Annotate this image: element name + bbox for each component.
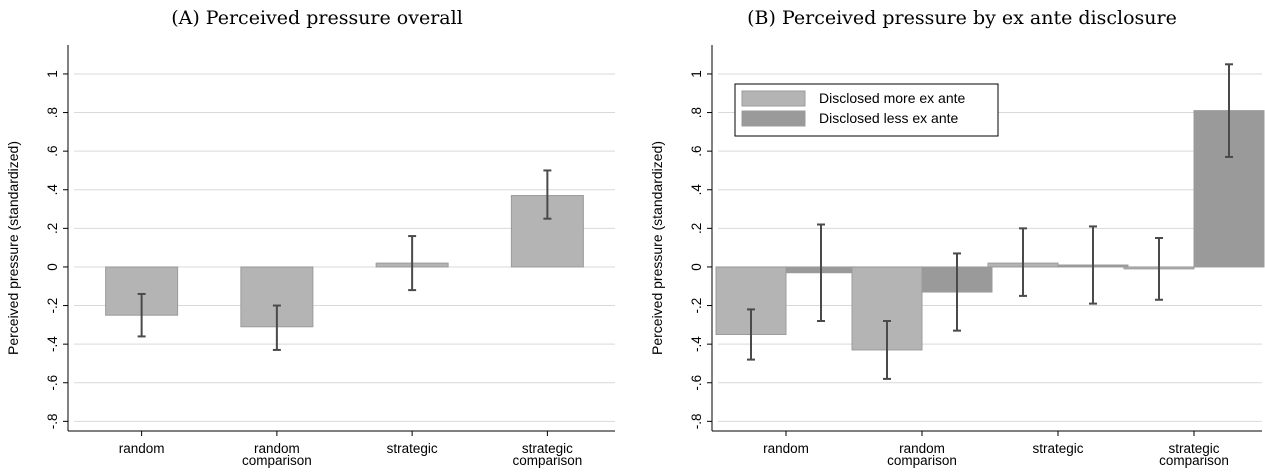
y-tick-label: -.6: [45, 375, 60, 391]
y-axis-label: Perceived pressure (standardized): [5, 141, 21, 355]
x-tick-label: random: [763, 441, 809, 456]
y-tick-label: .2: [45, 223, 60, 234]
y-tick-label: .8: [689, 107, 704, 118]
chart-title-b: (B) Perceived pressure by ex ante disclo…: [747, 7, 1177, 29]
y-tick-label: .2: [689, 223, 704, 234]
panel-a: -.8 -.6 -.4 -.2 0 .2 .4 .6 .8 1 Perceived pressure…: [5, 45, 615, 468]
legend-swatch: [741, 110, 806, 127]
x-tick-label: comparison: [512, 453, 582, 468]
y-tick-label: 0: [45, 263, 60, 271]
chart-title-a: (A) Perceived pressure overall: [171, 7, 463, 29]
panel-b: -.8 -.6 -.4 -.2 0 .2 .4 .6 .8 1 Perceived pressure…: [649, 45, 1265, 468]
y-tick-label: -.8: [689, 413, 704, 429]
x-tick-label: strategic: [1032, 441, 1083, 456]
x-tick-label: strategic: [522, 441, 573, 456]
y-tick-label: .8: [45, 107, 60, 118]
legend-label: Disclosed more ex ante: [819, 90, 966, 106]
y-tick-label: 0: [689, 263, 704, 271]
y-tick-label: 1: [689, 70, 704, 78]
y-tick-label: 1: [45, 70, 60, 78]
y-tick-label: .6: [689, 146, 704, 157]
x-tick-label: random: [254, 441, 300, 456]
legend-label: Disclosed less ex ante: [819, 110, 959, 126]
y-tick-label: -.2: [689, 298, 704, 314]
y-tick-label: -.4: [689, 336, 704, 352]
y-tick-label: -.6: [689, 375, 704, 391]
x-tick-label: random: [899, 441, 945, 456]
y-tick-label: -.2: [45, 298, 60, 314]
y-tick-label: .4: [45, 184, 60, 196]
y-axis-label: Perceived pressure (standardized): [649, 141, 665, 355]
y-tick-label: .4: [689, 184, 704, 196]
x-tick-label: comparison: [1159, 453, 1229, 468]
x-tick-label: strategic: [387, 441, 438, 456]
legend-swatch: [741, 90, 806, 107]
y-tick-label: -.4: [45, 336, 60, 352]
x-tick-label: comparison: [887, 453, 957, 468]
y-tick-label: -.8: [45, 413, 60, 429]
y-tick-label: .6: [45, 146, 60, 157]
x-tick-label: strategic: [1168, 441, 1219, 456]
x-tick-label: random: [119, 441, 165, 456]
x-tick-label: comparison: [242, 453, 312, 468]
